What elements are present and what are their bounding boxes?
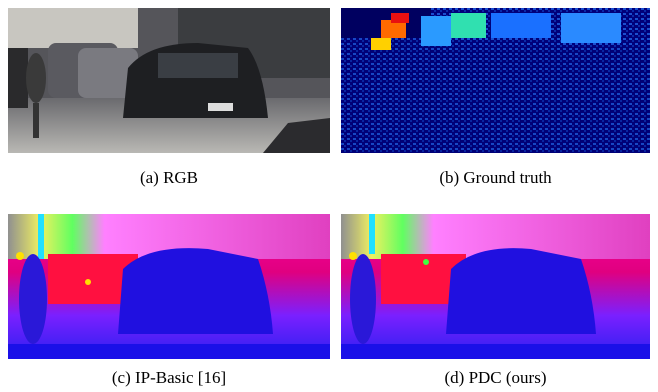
ground-truth-image [341,8,650,153]
pdc-image [341,214,650,359]
rgb-image [8,8,330,153]
caption: (d) PDC (ours) [341,368,650,388]
caption: (a) RGB [8,168,330,188]
caption: (b) Ground truth [341,168,650,188]
figure: (a) RGB (b) Ground truth [0,0,658,392]
ip-basic-image [8,214,330,359]
caption: (c) IP-Basic [16] [8,368,330,388]
